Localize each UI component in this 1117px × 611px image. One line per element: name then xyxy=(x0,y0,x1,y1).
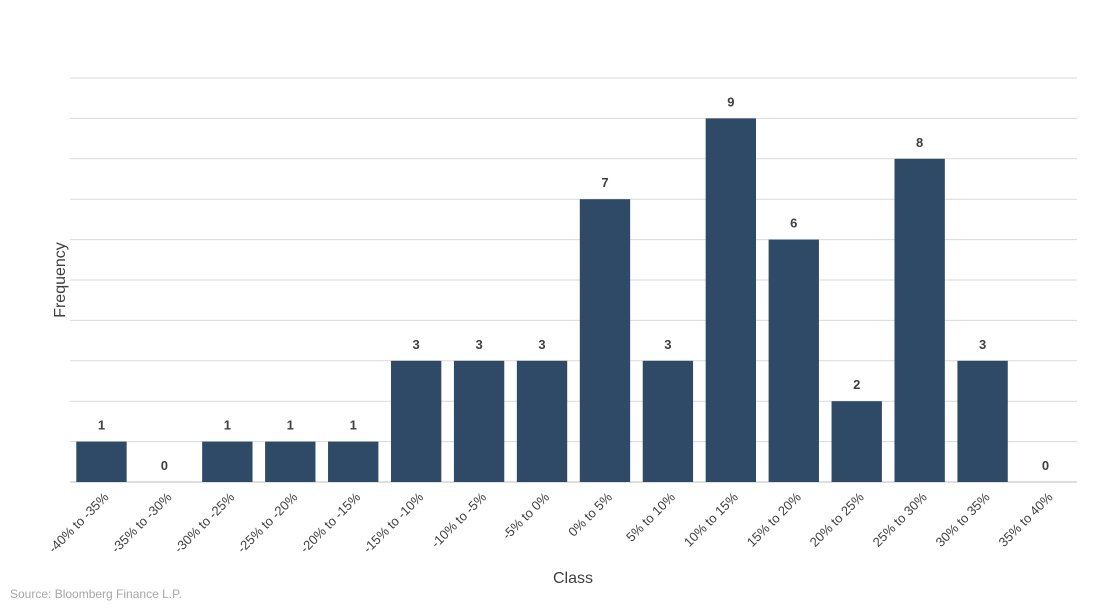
bar xyxy=(328,441,379,482)
data-label: 3 xyxy=(475,337,482,352)
data-label: 3 xyxy=(664,337,671,352)
x-tick-label: 10% to 15% xyxy=(681,489,741,549)
y-axis-title: Frequency xyxy=(52,242,69,318)
bar xyxy=(76,441,127,482)
data-label: 3 xyxy=(413,337,420,352)
x-tick-label: 35% to 40% xyxy=(995,489,1055,549)
x-tick-label: -35% to -30% xyxy=(108,489,175,556)
bar xyxy=(579,199,631,482)
x-tick-label: -30% to -25% xyxy=(171,489,238,556)
bar xyxy=(894,158,945,483)
source-note: Source: Bloomberg Finance L.P. xyxy=(10,587,182,601)
bar xyxy=(265,441,316,482)
x-tick-label: 25% to 30% xyxy=(870,489,930,549)
bar xyxy=(390,360,442,482)
x-tick-label: -20% to -15% xyxy=(297,489,364,556)
data-label: 1 xyxy=(224,418,231,433)
x-axis-title: Class xyxy=(553,570,593,587)
x-tick-label: 5% to 10% xyxy=(623,489,678,544)
x-tick-label: -40% to -35% xyxy=(45,489,112,556)
data-label: 0 xyxy=(161,458,168,473)
x-tick-label: 15% to 20% xyxy=(744,489,804,549)
x-tick-label: -10% to -5% xyxy=(428,489,489,550)
x-tick-label: 20% to 25% xyxy=(807,489,867,549)
data-labels: 1 0 1 1 1 3 3 3 7 3 9 6 2 8 3 0 xyxy=(98,94,1049,473)
x-tick-label: -25% to -20% xyxy=(234,489,301,556)
bar xyxy=(957,360,1008,482)
data-label: 8 xyxy=(916,135,923,150)
bars xyxy=(76,118,1008,483)
bar xyxy=(768,239,819,482)
bar xyxy=(453,360,505,482)
data-label: 1 xyxy=(350,418,357,433)
x-tick-label: 30% to 35% xyxy=(933,489,993,549)
data-label: 7 xyxy=(601,175,608,190)
data-label: 2 xyxy=(853,377,860,392)
data-label: 6 xyxy=(790,216,797,231)
data-label: 0 xyxy=(1042,458,1049,473)
data-label: 1 xyxy=(287,418,294,433)
x-tick-labels: -40% to -35%-35% to -30%-30% to -25%-25%… xyxy=(45,489,1056,556)
bar xyxy=(831,401,882,482)
bar xyxy=(642,360,694,482)
x-tick-label: -5% to 0% xyxy=(499,489,552,542)
data-label: 3 xyxy=(979,337,986,352)
x-tick-label: 0% to 5% xyxy=(565,489,615,539)
bar xyxy=(705,118,757,483)
bar xyxy=(516,360,568,482)
data-label: 9 xyxy=(727,94,734,109)
data-label: 1 xyxy=(98,418,105,433)
data-label: 3 xyxy=(538,337,545,352)
bar xyxy=(202,441,253,482)
x-tick-label: -15% to -10% xyxy=(360,489,427,556)
